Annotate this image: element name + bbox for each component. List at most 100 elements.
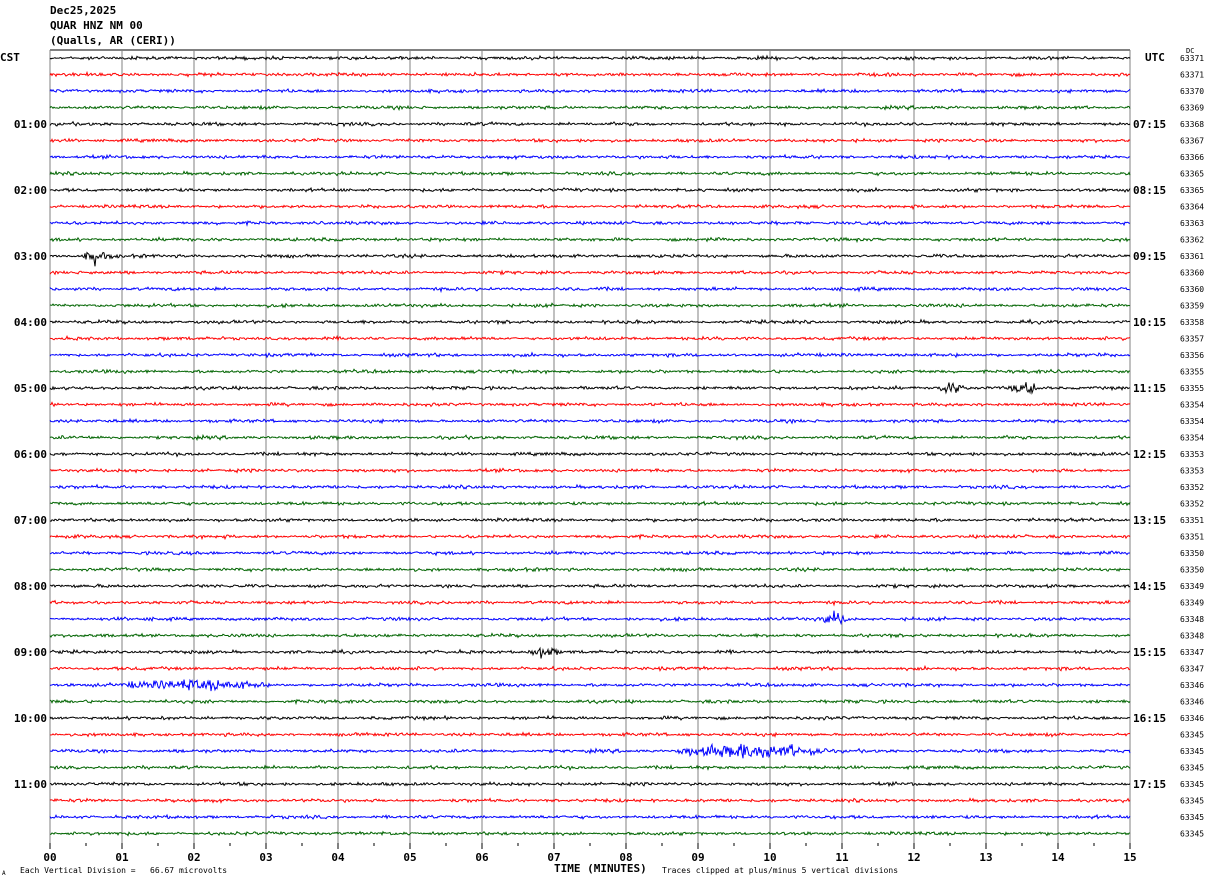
- dc-offset-label: 63347: [1180, 665, 1204, 674]
- dc-offset-label: 63348: [1180, 632, 1204, 641]
- dc-offset-label: 63363: [1180, 219, 1204, 228]
- dc-offset-label: 63347: [1180, 648, 1204, 657]
- dc-offset-label: 63353: [1180, 467, 1204, 476]
- trace-row: [49, 54, 1131, 62]
- trace-row: [49, 104, 1131, 111]
- left-time-label: 01:00: [14, 118, 47, 131]
- trace-row: [49, 334, 1131, 342]
- right-time-label: 10:15: [1133, 316, 1166, 329]
- trace-row: [49, 467, 1131, 474]
- dc-offset-label: 63351: [1180, 516, 1204, 525]
- dc-offset-label: 63368: [1180, 120, 1204, 129]
- x-tick-label: 02: [187, 851, 200, 864]
- trace-row: [49, 401, 1131, 408]
- trace-row: [49, 500, 1131, 507]
- dc-offset-label: 63365: [1180, 170, 1204, 179]
- x-tick-label: 04: [331, 851, 345, 864]
- dc-offset-label: 63365: [1180, 186, 1204, 195]
- trace-row: [49, 780, 1131, 788]
- dc-offset-label: 63367: [1180, 137, 1204, 146]
- trace-row: [49, 301, 1131, 309]
- right-time-label: 07:15: [1133, 118, 1166, 131]
- dc-offset-label: 63357: [1180, 335, 1204, 344]
- trace-row: [49, 582, 1131, 590]
- trace-row: [49, 219, 1131, 227]
- clip-note: Traces clipped at plus/minus 5 vertical …: [662, 866, 899, 875]
- dc-offset-label: 63361: [1180, 252, 1204, 261]
- dc-offset-label: 63360: [1180, 285, 1204, 294]
- dc-offset-label: 63345: [1180, 830, 1204, 839]
- dc-offset-label: 63345: [1180, 747, 1204, 756]
- trace-row: [49, 646, 1131, 659]
- left-time-label: 05:00: [14, 382, 47, 395]
- dc-offset-label: 63360: [1180, 269, 1204, 278]
- dc-offset-label: 63345: [1180, 731, 1204, 740]
- dc-offset-label: 63358: [1180, 318, 1204, 327]
- x-tick-label: 01: [115, 851, 129, 864]
- trace-row: [49, 830, 1131, 837]
- dc-offset-label: 63346: [1180, 698, 1204, 707]
- trace-row: [49, 368, 1131, 375]
- left-time-label: 09:00: [14, 646, 47, 659]
- left-time-label: 04:00: [14, 316, 47, 329]
- trace-row: [49, 664, 1131, 672]
- trace-row: [49, 610, 1131, 626]
- grid-lines: [49, 49, 1131, 849]
- dc-offset-label: 63345: [1180, 813, 1204, 822]
- x-tick-label: 06: [475, 851, 489, 864]
- right-time-label: 09:15: [1133, 250, 1166, 263]
- trace-row: [49, 813, 1131, 820]
- trace-row: [49, 153, 1131, 161]
- trace-row: [49, 483, 1131, 490]
- right-time-label: 12:15: [1133, 448, 1166, 461]
- dc-offset-label: 63370: [1180, 87, 1204, 96]
- dc-offset-label: 63352: [1180, 483, 1204, 492]
- corner-mark: A: [2, 870, 6, 877]
- trace-row: [49, 351, 1131, 359]
- right-timezone-label: UTC: [1145, 51, 1165, 64]
- left-time-label: 02:00: [14, 184, 47, 197]
- left-time-label: 08:00: [14, 580, 47, 593]
- right-time-label: 17:15: [1133, 778, 1166, 791]
- left-time-label: 10:00: [14, 712, 47, 725]
- trace-row: [49, 382, 1131, 395]
- trace-row: [49, 120, 1131, 128]
- dc-offset-label: 63352: [1180, 500, 1204, 509]
- trace-row: [49, 285, 1131, 294]
- right-time-label: 16:15: [1133, 712, 1166, 725]
- dc-offset-label: 63354: [1180, 417, 1204, 426]
- trace-row: [49, 186, 1131, 194]
- trace-row: [49, 566, 1131, 573]
- dc-offset-label: 63349: [1180, 599, 1204, 608]
- trace-row: [49, 251, 1131, 267]
- trace-row: [49, 549, 1131, 557]
- dc-offset-label: 63371: [1180, 71, 1204, 80]
- x-tick-label: 05: [403, 851, 416, 864]
- trace-row: [49, 731, 1131, 738]
- dc-offset-label: 63350: [1180, 549, 1204, 558]
- header-location: (Qualls, AR (CERI)): [50, 34, 176, 47]
- dc-offset-label: 63345: [1180, 780, 1204, 789]
- right-time-label: 13:15: [1133, 514, 1166, 527]
- x-tick-label: 12: [907, 851, 920, 864]
- trace-row: [49, 318, 1131, 326]
- dc-offset-label: 63351: [1180, 533, 1204, 542]
- x-tick-label: 07: [547, 851, 560, 864]
- trace-row: [49, 170, 1131, 177]
- trace-row: [49, 269, 1131, 276]
- x-axis-title: TIME (MINUTES): [554, 862, 647, 875]
- trace-row: [49, 714, 1131, 722]
- x-tick-label: 15: [1123, 851, 1136, 864]
- right-time-label: 08:15: [1133, 184, 1166, 197]
- dc-offset-label: 63355: [1180, 384, 1204, 393]
- dc-offset-label: 63354: [1180, 401, 1204, 410]
- dc-offset-label: 63346: [1180, 714, 1204, 723]
- trace-row: [49, 632, 1131, 639]
- trace-row: [49, 516, 1131, 523]
- header-date: Dec25,2025: [50, 4, 117, 17]
- x-tick-label: 00: [43, 851, 56, 864]
- trace-row: [49, 797, 1131, 804]
- trace-row: [49, 678, 1131, 692]
- axis-labels: 00 01 02 03 04 05 06 07 08 09 10 11 12 13 14 15 63371 633…: [14, 54, 1204, 864]
